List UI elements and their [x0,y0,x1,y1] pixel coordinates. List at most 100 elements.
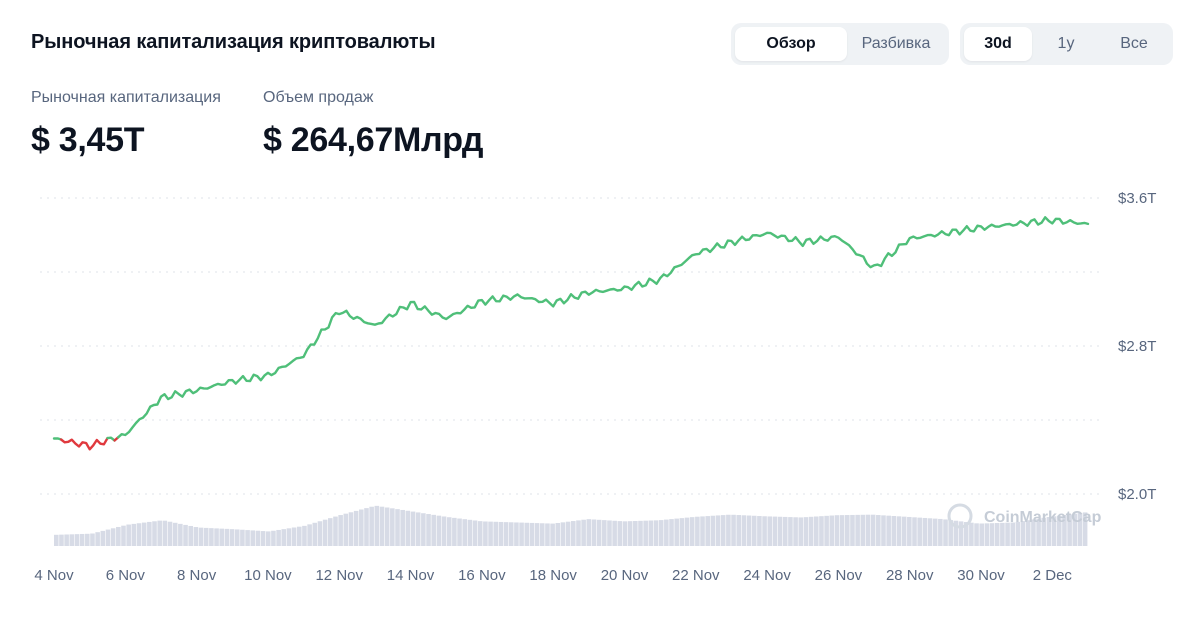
volume-bar [565,521,571,546]
market-cap-value: $ 3,45T [31,121,145,159]
volume-bar [296,526,302,546]
volume-bar [788,517,793,546]
volume-bar [59,534,64,546]
range-1y-button[interactable]: 1y [1057,35,1075,52]
volume-bar [1000,522,1005,546]
volume-bar [607,520,612,546]
volume-bar [281,529,287,546]
volume-bar [922,517,928,546]
volume-bar [674,518,679,546]
volume-bar [602,520,607,546]
volume-bar [581,519,586,546]
volume-bar [343,513,349,546]
volume-bar [715,515,721,546]
volume-bar [488,521,493,546]
volume-bar [669,519,674,546]
grid-lines [40,197,1100,495]
volume-bar [265,531,271,546]
volume-bar [958,521,964,546]
volume-bar [384,507,390,546]
volume-bar [405,510,411,546]
x-tick-label: 28 Nov [886,567,934,584]
volume-bar [746,515,752,546]
volume-bar [307,524,312,546]
volume-bar [974,523,979,546]
volume-bar [188,525,193,546]
volume-bar [1062,515,1067,546]
x-tick-label: 20 Nov [601,567,649,584]
market-cap-label: Рыночная капитализация [31,89,221,106]
volume-bar [845,515,850,546]
volume-bar [700,516,705,546]
volume-bar [400,509,405,546]
watermark-text: CoinMarketCap [984,509,1102,526]
volume-bar [1010,522,1016,546]
x-axis-labels: 4 Nov 6 Nov 8 Nov 10 Nov 12 Nov 14 Nov 16 Nov 1… [34,567,1072,584]
volume-bar [927,518,933,546]
x-tick-label: 14 Nov [387,567,435,584]
volume-bar [276,529,281,546]
market-cap-stat: Рыночная капитализация $ 3,45T [31,89,221,160]
volume-bar [571,521,576,546]
volume-bar [121,525,126,546]
volume-bar [74,534,80,546]
volume-bar [431,514,436,546]
volume-bar [793,517,798,546]
volume-bar [374,505,380,546]
price-line-up [116,216,1090,439]
volume-bar [870,514,876,546]
x-tick-label: 10 Nov [244,567,292,584]
volume-bar [891,516,897,546]
volume-bar [534,523,540,546]
volume-bar [705,516,710,546]
volume-bar [317,521,323,546]
tab-overview[interactable]: Обзор [735,27,847,61]
volume-bar [245,530,250,546]
volume-bar [943,519,948,546]
volume-bar [813,516,819,546]
tab-breakdown[interactable]: Разбивка [861,35,931,52]
volume-bar [876,515,881,546]
volume-bar [757,516,762,546]
volume-bar [95,532,100,546]
volume-bar [576,520,581,546]
volume-bar [731,514,736,546]
volume-bar [695,516,700,546]
volume-bar [85,533,90,546]
volume-bar [426,514,431,546]
volume-bar [912,517,917,546]
volume-bar [1051,516,1057,546]
volume-bar [591,519,597,546]
coinmarketcap-watermark: CoinMarketCap [947,503,1102,529]
volume-bar [126,524,131,546]
volume-bar [545,523,550,546]
range-all-button[interactable]: Все [1120,35,1148,52]
volume-bar [224,528,230,546]
volume-bar [834,515,840,546]
y-tick-label: $2.0T [1118,486,1156,503]
volume-bar [881,515,886,546]
volume-bar [312,522,318,546]
volume-bar [183,524,188,546]
volume-bar [1036,518,1041,546]
volume-bar [172,522,178,546]
volume-bar [348,512,354,546]
market-cap-chart[interactable]: CoinMarketCap $3.6T $2.8T $2.0T 4 Nov 6 Nov… [0,170,1200,610]
volume-bar [1072,513,1078,546]
volume-stat: Объем продаж $ 264,67Млрд [263,89,483,160]
volume-bar [214,528,219,546]
range-30d-button[interactable]: 30d [964,27,1032,61]
volume-bar [110,528,116,546]
volume-bar [555,522,561,546]
volume-bar [90,533,95,546]
volume-bar [689,517,695,546]
volume-bar [1020,521,1026,546]
volume-bar [1082,512,1088,546]
volume-bar [203,527,209,546]
volume-bar [167,521,173,546]
volume-value: $ 264,67Млрд [263,121,484,159]
volume-bar [219,528,225,546]
volume-bar [379,506,385,546]
price-line-up [52,437,63,441]
volume-bar [250,530,256,546]
